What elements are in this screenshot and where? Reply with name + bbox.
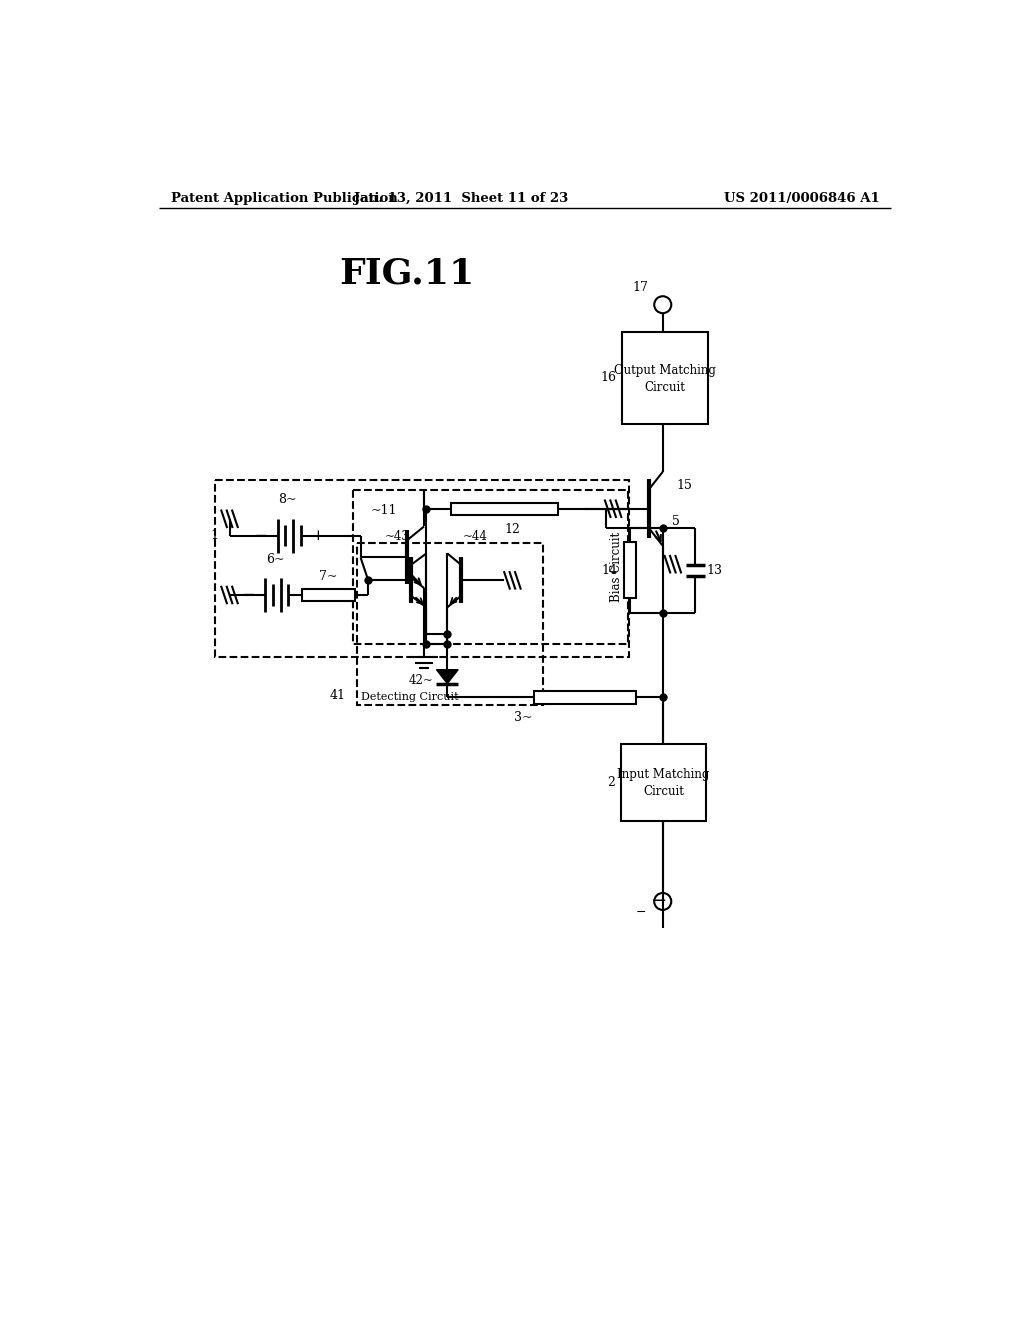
Bar (624, 543, 636, 598)
Text: 8~: 8~ (279, 494, 297, 507)
Text: 5: 5 (672, 515, 680, 528)
Text: FIG.11: FIG.11 (339, 257, 475, 290)
Text: −: − (650, 892, 667, 911)
Text: Output Matching: Output Matching (614, 363, 716, 376)
Text: 13: 13 (707, 564, 722, 577)
Text: US 2011/0006846 A1: US 2011/0006846 A1 (724, 191, 880, 205)
Text: Circuit: Circuit (643, 785, 684, 797)
Polygon shape (436, 669, 458, 684)
Bar (621, 743, 707, 821)
Text: 12: 12 (505, 523, 520, 536)
Text: Circuit: Circuit (645, 380, 685, 393)
Bar (623, 331, 708, 424)
Text: −: − (255, 529, 267, 543)
Text: 42~: 42~ (409, 675, 433, 686)
Text: −: − (636, 906, 646, 919)
Bar (452, 503, 558, 515)
Text: Patent Application Publication: Patent Application Publication (171, 191, 397, 205)
Text: 3~: 3~ (514, 711, 532, 725)
Text: 15: 15 (677, 479, 692, 492)
Bar (302, 589, 354, 601)
Text: 41: 41 (330, 689, 346, 702)
Text: Input Matching: Input Matching (617, 768, 710, 781)
Bar (215, 480, 630, 657)
Text: +: + (311, 529, 324, 543)
Text: 16: 16 (600, 371, 616, 384)
Text: Detecting Circuit: Detecting Circuit (361, 692, 459, 702)
Text: ~44: ~44 (463, 531, 487, 544)
Text: 14: 14 (602, 564, 617, 577)
Bar (356, 544, 543, 705)
Text: 17: 17 (633, 281, 649, 294)
Text: 2: 2 (607, 776, 614, 788)
Text: 6~: 6~ (266, 553, 285, 566)
Text: Bias Circuit: Bias Circuit (610, 532, 624, 602)
Text: ~11: ~11 (371, 504, 397, 517)
Text: Jan. 13, 2011  Sheet 11 of 23: Jan. 13, 2011 Sheet 11 of 23 (354, 191, 568, 205)
Text: 1: 1 (211, 529, 219, 543)
Bar (352, 490, 628, 644)
Text: +: + (299, 587, 311, 602)
Text: −: − (243, 587, 255, 602)
Text: ~43: ~43 (384, 531, 410, 544)
Bar (535, 692, 636, 704)
Text: 7~: 7~ (319, 570, 338, 582)
